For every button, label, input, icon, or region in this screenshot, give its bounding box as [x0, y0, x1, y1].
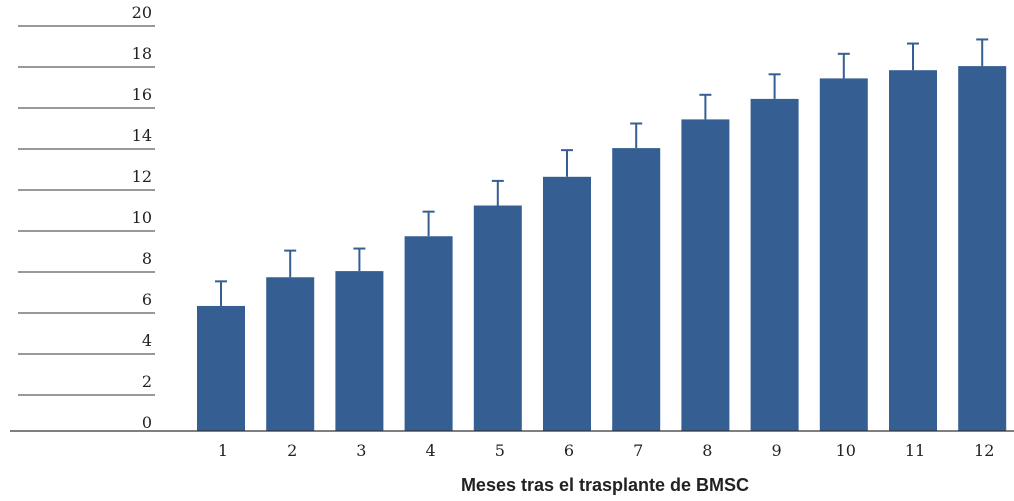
x-tick-label: 10 — [836, 441, 856, 460]
y-axis: 0 2 4 6 8 10 12 14 16 18 20 — [18, 3, 155, 432]
x-tick-label: 6 — [564, 441, 574, 460]
bar — [958, 66, 1007, 431]
x-tick-label: 5 — [495, 441, 505, 460]
x-tick-label: 7 — [633, 441, 643, 460]
x-tick-label: 1 — [218, 441, 228, 460]
x-axis: 1 2 3 4 5 6 7 8 9 10 11 12 — [10, 430, 1014, 460]
y-tick-label: 20 — [132, 3, 152, 22]
x-tick-label: 9 — [772, 441, 782, 460]
y-tick-label: 16 — [132, 85, 152, 104]
x-axis-label: Meses tras el trasplante de BMSC — [461, 475, 749, 495]
bar — [681, 119, 730, 432]
bar — [473, 205, 522, 431]
x-tick-label: 2 — [287, 441, 297, 460]
bar — [197, 305, 245, 431]
x-tick-label: 8 — [702, 441, 712, 460]
bar — [335, 271, 384, 431]
x-tick-label: 12 — [974, 441, 994, 460]
bars-group — [197, 38, 1007, 432]
y-tick-label: 0 — [142, 413, 152, 432]
y-tick-label: 8 — [142, 249, 152, 268]
bar — [266, 277, 315, 431]
x-tick-label: 4 — [426, 441, 436, 460]
y-tick-label: 18 — [132, 44, 152, 63]
x-tick-label: 3 — [356, 441, 366, 460]
bar — [404, 236, 453, 431]
bar — [750, 98, 799, 432]
x-tick-label: 11 — [905, 441, 925, 460]
bar — [612, 148, 661, 431]
y-tick-label: 6 — [142, 290, 152, 309]
y-tick-label: 12 — [132, 167, 152, 186]
y-tick-label: 10 — [132, 208, 152, 227]
bar — [889, 70, 937, 431]
bar — [819, 78, 868, 432]
y-tick-label: 4 — [142, 331, 152, 350]
y-tick-label: 2 — [142, 372, 152, 391]
y-tick-label: 14 — [132, 126, 152, 145]
bar — [543, 176, 591, 431]
